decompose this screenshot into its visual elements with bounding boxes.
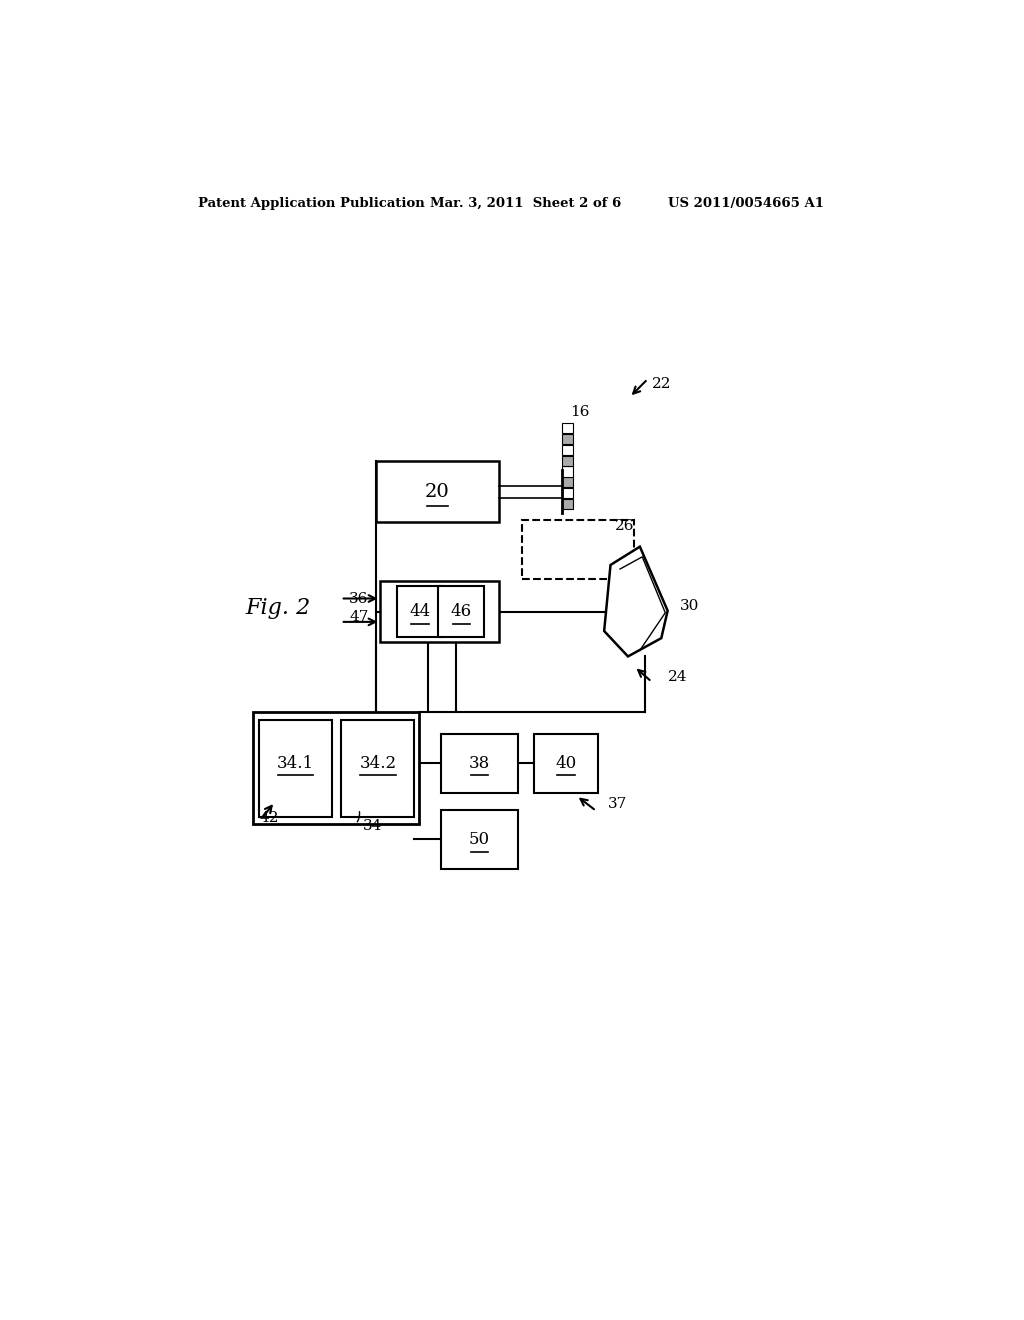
Text: 22: 22	[652, 378, 672, 391]
Text: 24: 24	[668, 669, 687, 684]
Bar	[562, 466, 573, 477]
Bar	[562, 424, 573, 433]
Bar	[253, 713, 419, 824]
Bar	[376, 461, 499, 523]
Text: US 2011/0054665 A1: US 2011/0054665 A1	[668, 197, 823, 210]
Bar	[562, 445, 573, 455]
Text: 44: 44	[410, 603, 431, 620]
Bar	[562, 478, 573, 487]
Bar	[397, 586, 443, 638]
Bar	[562, 434, 573, 445]
Bar	[259, 719, 332, 817]
Polygon shape	[604, 546, 668, 656]
Bar	[440, 734, 518, 792]
Text: Fig. 2: Fig. 2	[246, 597, 310, 619]
Text: 20: 20	[425, 483, 450, 500]
Text: 34.1: 34.1	[276, 755, 314, 772]
Bar	[562, 499, 573, 510]
Text: 30: 30	[680, 598, 699, 612]
Text: Patent Application Publication: Patent Application Publication	[198, 197, 425, 210]
Text: 34: 34	[362, 818, 382, 833]
Text: 38: 38	[469, 755, 490, 772]
Bar	[562, 488, 573, 498]
Bar	[341, 719, 415, 817]
Text: 36: 36	[349, 591, 369, 606]
Text: 26: 26	[615, 519, 635, 533]
Text: 47: 47	[349, 610, 369, 624]
Bar	[438, 586, 484, 638]
Bar	[440, 810, 518, 869]
Text: 34.2: 34.2	[359, 755, 396, 772]
Bar	[380, 581, 500, 643]
Text: 40: 40	[555, 755, 577, 772]
Text: 46: 46	[451, 603, 472, 620]
Bar	[562, 455, 573, 466]
Bar	[535, 734, 598, 792]
Text: 37: 37	[608, 797, 628, 810]
Text: Mar. 3, 2011  Sheet 2 of 6: Mar. 3, 2011 Sheet 2 of 6	[430, 197, 621, 210]
Text: 16: 16	[570, 405, 590, 420]
Text: 50: 50	[469, 830, 490, 847]
Bar	[522, 520, 634, 579]
Text: 42: 42	[259, 810, 279, 825]
